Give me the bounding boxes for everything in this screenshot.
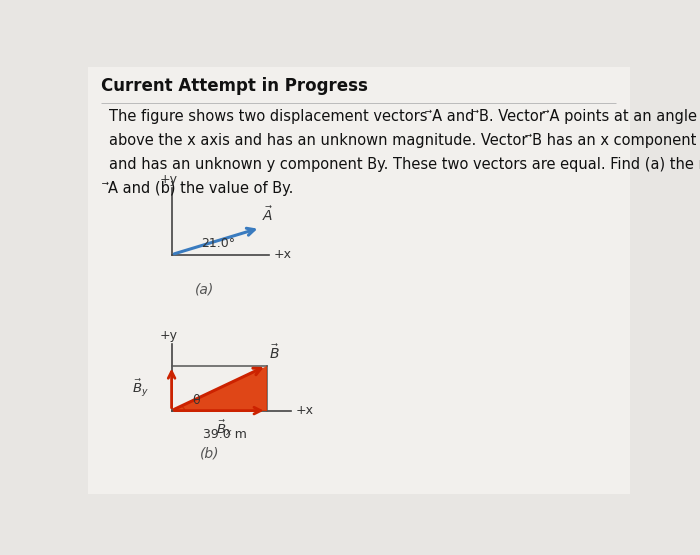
Text: 39.0 m: 39.0 m [202, 428, 246, 441]
Text: (b): (b) [199, 447, 219, 461]
Text: $\vec{B}$: $\vec{B}$ [270, 344, 280, 362]
Text: +y: +y [160, 173, 178, 186]
Text: +y: +y [160, 329, 178, 342]
Text: $\vec{A}$: $\vec{A}$ [262, 205, 273, 224]
Text: +x: +x [274, 248, 292, 261]
Text: Current Attempt in Progress: Current Attempt in Progress [101, 77, 368, 95]
Polygon shape [172, 366, 267, 411]
Text: above the x axis and has an unknown magnitude. Vector ⃗B has an x component Bₓ =: above the x axis and has an unknown magn… [109, 133, 700, 148]
Text: +x: +x [295, 404, 314, 417]
Text: and has an unknown y component By. These two vectors are equal. Find (a) the mag: and has an unknown y component By. These… [109, 157, 700, 172]
Text: $\vec{B}_y$: $\vec{B}_y$ [132, 377, 149, 399]
Text: (a): (a) [195, 282, 214, 296]
Text: θ: θ [193, 394, 200, 407]
Text: The figure shows two displacement vectors ⃗A and ⃗B. Vector ⃗A points at an angl: The figure shows two displacement vector… [109, 109, 700, 124]
Text: ⃗A and (b) the value of By.: ⃗A and (b) the value of By. [109, 181, 295, 196]
Text: $\vec{B}_x$: $\vec{B}_x$ [216, 418, 233, 438]
Text: 21.0°: 21.0° [202, 236, 235, 250]
FancyBboxPatch shape [88, 67, 630, 494]
